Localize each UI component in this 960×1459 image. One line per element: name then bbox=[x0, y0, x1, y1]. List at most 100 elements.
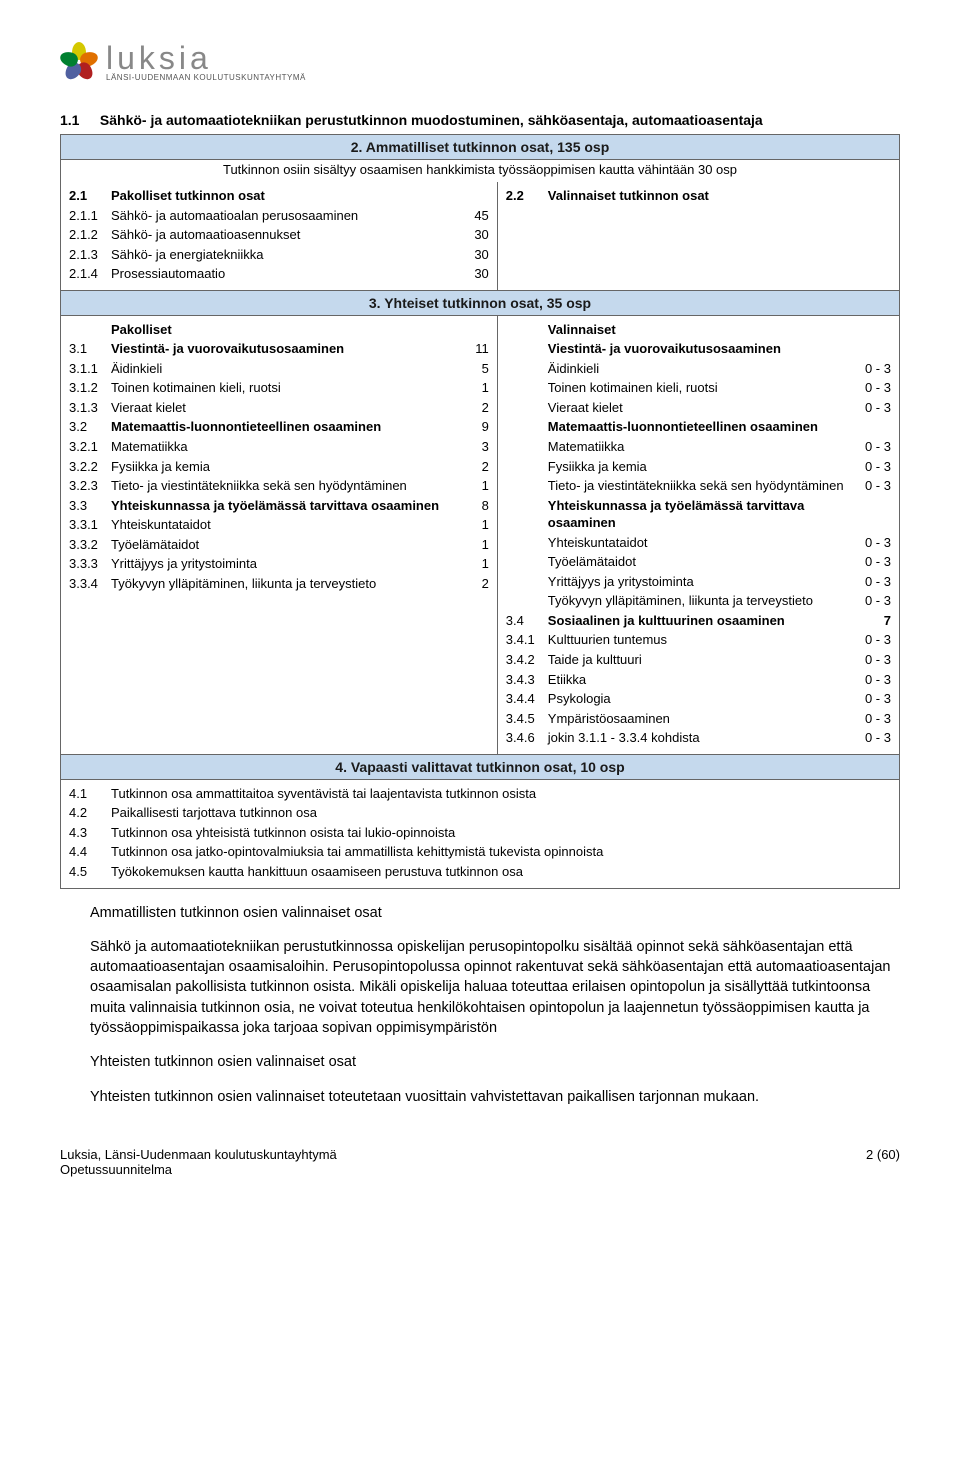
s3r-r19-code: 3.4.6 bbox=[504, 728, 546, 748]
s3r-r16-text: Etiikka bbox=[546, 670, 847, 690]
s3r-r9-range: 0 - 3 bbox=[847, 533, 893, 553]
s2r-title-code: 2.2 bbox=[504, 186, 546, 206]
s3r-r17-text: Psykologia bbox=[546, 689, 847, 709]
s3r-r5-range: 0 - 3 bbox=[847, 437, 893, 457]
page-footer: Luksia, Länsi-Uudenmaan koulutuskuntayht… bbox=[60, 1147, 900, 1177]
s3r-r11-range: 0 - 3 bbox=[847, 572, 893, 592]
s2l-r2-val: 30 bbox=[451, 245, 491, 265]
s3l-r3-val: 2 bbox=[451, 398, 491, 418]
s3r-r8-range bbox=[847, 496, 893, 533]
s3r-r7-text: Tieto- ja viestintätekniikka sekä sen hy… bbox=[546, 476, 847, 496]
s3l-r11-code: 3.3.3 bbox=[67, 554, 109, 574]
body-text: Ammatillisten tutkinnon osien valinnaise… bbox=[90, 903, 900, 1107]
s3l-r6-val: 2 bbox=[451, 457, 491, 477]
s3r-r15-text: Taide ja kulttuuri bbox=[546, 650, 847, 670]
s3l-r3-code: 3.1.3 bbox=[67, 398, 109, 418]
s3r-r7-code bbox=[504, 476, 546, 496]
s3l-r8-code: 3.3 bbox=[67, 496, 109, 516]
s3r-r18-code: 3.4.5 bbox=[504, 709, 546, 729]
s2l-r3-text: Prosessiautomaatio bbox=[109, 264, 451, 284]
s3r-r17-range: 0 - 3 bbox=[847, 689, 893, 709]
s3l-r9-val: 1 bbox=[451, 515, 491, 535]
body-h2: Yhteisten tutkinnon osien valinnaiset os… bbox=[90, 1052, 900, 1072]
s3r-r1-code bbox=[504, 359, 546, 379]
s2l-r3-code: 2.1.4 bbox=[67, 264, 109, 284]
s2l-r0-code: 2.1.1 bbox=[67, 206, 109, 226]
s3r-r1-range: 0 - 3 bbox=[847, 359, 893, 379]
s2l-title-text: Pakolliset tutkinnon osat bbox=[109, 186, 451, 206]
s3l-r2-code: 3.1.2 bbox=[67, 378, 109, 398]
s2l-title-code: 2.1 bbox=[67, 186, 109, 206]
s3r-r12-code bbox=[504, 591, 546, 611]
s2l-r2-code: 2.1.3 bbox=[67, 245, 109, 265]
s3l-r11-val: 1 bbox=[451, 554, 491, 574]
s3l-r5-val: 3 bbox=[451, 437, 491, 457]
s3r-r19-text: jokin 3.1.1 - 3.3.4 kohdista bbox=[546, 728, 847, 748]
s3r-r9-code bbox=[504, 533, 546, 553]
s3l-r10-code: 3.3.2 bbox=[67, 535, 109, 555]
s2l-r3-val: 30 bbox=[451, 264, 491, 284]
band-section-2: 2. Ammatilliset tutkinnon osat, 135 osp bbox=[60, 134, 900, 160]
s2l-r0-text: Sähkö- ja automaatioalan perusosaaminen bbox=[109, 206, 451, 226]
s3l-title: Pakolliset bbox=[109, 320, 451, 340]
body-p1: Sähkö ja automaatiotekniikan perustutkin… bbox=[90, 937, 900, 1038]
logo-icon bbox=[60, 42, 98, 80]
s3l-r5-code: 3.2.1 bbox=[67, 437, 109, 457]
s3r-r14-code: 3.4.1 bbox=[504, 630, 546, 650]
footer-page-number: 2 (60) bbox=[866, 1147, 900, 1177]
s4-r2-text: Tutkinnon osa yhteisistä tutkinnon osist… bbox=[109, 823, 893, 843]
s3r-r6-text: Fysiikka ja kemia bbox=[546, 457, 847, 477]
s3r-r12-range: 0 - 3 bbox=[847, 591, 893, 611]
body-h1: Ammatillisten tutkinnon osien valinnaise… bbox=[90, 903, 900, 923]
s3r-r8-code bbox=[504, 496, 546, 533]
s3r-r15-code: 3.4.2 bbox=[504, 650, 546, 670]
s3r-r3-text: Vieraat kielet bbox=[546, 398, 847, 418]
s2r-title-text: Valinnaiset tutkinnon osat bbox=[546, 186, 893, 206]
s3r-r18-range: 0 - 3 bbox=[847, 709, 893, 729]
s3l-r12-val: 2 bbox=[451, 574, 491, 594]
s3l-r4-text: Matemaattis-luonnontieteellinen osaamine… bbox=[109, 417, 451, 437]
s3r-r6-range: 0 - 3 bbox=[847, 457, 893, 477]
s2l-r2-text: Sähkö- ja energiatekniikka bbox=[109, 245, 451, 265]
s3l-r0-val: 11 bbox=[451, 339, 491, 359]
s3r-r10-text: Työelämätaidot bbox=[546, 552, 847, 572]
s3r-r13-text: Sosiaalinen ja kulttuurinen osaaminen bbox=[546, 611, 847, 631]
s3r-r1-text: Äidinkieli bbox=[546, 359, 847, 379]
s3r-r4-code bbox=[504, 417, 546, 437]
s4-r4-text: Työkokemuksen kautta hankittuun osaamise… bbox=[109, 862, 893, 882]
heading-text: Sähkö- ja automaatiotekniikan perustutki… bbox=[100, 112, 763, 128]
s3l-r2-val: 1 bbox=[451, 378, 491, 398]
section-3-left: Pakolliset 3.1Viestintä- ja vuorovaikutu… bbox=[60, 315, 497, 755]
s3l-r9-code: 3.3.1 bbox=[67, 515, 109, 535]
s3r-r16-range: 0 - 3 bbox=[847, 670, 893, 690]
s3r-r5-text: Matematiikka bbox=[546, 437, 847, 457]
logo-text: luksia bbox=[106, 40, 306, 77]
s3l-r3-text: Vieraat kielet bbox=[109, 398, 451, 418]
s3r-r0-code bbox=[504, 339, 546, 359]
s3r-r14-range: 0 - 3 bbox=[847, 630, 893, 650]
s4-r3-text: Tutkinnon osa jatko-opintovalmiuksia tai… bbox=[109, 842, 893, 862]
s3l-r5-text: Matematiikka bbox=[109, 437, 451, 457]
s3r-r9-text: Yhteiskuntataidot bbox=[546, 533, 847, 553]
logo-subtitle: LÄNSI-UUDENMAAN KOULUTUSKUNTAYHTYMÄ bbox=[106, 73, 306, 82]
body-p2: Yhteisten tutkinnon osien valinnaiset to… bbox=[90, 1087, 900, 1107]
s3l-r0-text: Viestintä- ja vuorovaikutusosaaminen bbox=[109, 339, 451, 359]
s3r-r0-range bbox=[847, 339, 893, 359]
s3l-r4-val: 9 bbox=[451, 417, 491, 437]
s2l-r1-code: 2.1.2 bbox=[67, 225, 109, 245]
s4-r2-code: 4.3 bbox=[67, 823, 109, 843]
s4-r1-text: Paikallisesti tarjottava tutkinnon osa bbox=[109, 803, 893, 823]
s4-r1-code: 4.2 bbox=[67, 803, 109, 823]
s3r-r4-range bbox=[847, 417, 893, 437]
main-heading: 1.1 Sähkö- ja automaatiotekniikan perust… bbox=[60, 112, 900, 128]
s3l-r7-val: 1 bbox=[451, 476, 491, 496]
s3l-r7-text: Tieto- ja viestintätekniikka sekä sen hy… bbox=[109, 476, 451, 496]
s3l-r10-val: 1 bbox=[451, 535, 491, 555]
s3r-r3-code bbox=[504, 398, 546, 418]
s3l-r1-val: 5 bbox=[451, 359, 491, 379]
section-3-right: Valinnaiset Viestintä- ja vuorovaikutuso… bbox=[497, 315, 900, 755]
s3r-r11-text: Yrittäjyys ja yritystoiminta bbox=[546, 572, 847, 592]
s4-r0-code: 4.1 bbox=[67, 784, 109, 804]
s3r-r11-code bbox=[504, 572, 546, 592]
band-section-3: 3. Yhteiset tutkinnon osat, 35 osp bbox=[60, 290, 900, 316]
